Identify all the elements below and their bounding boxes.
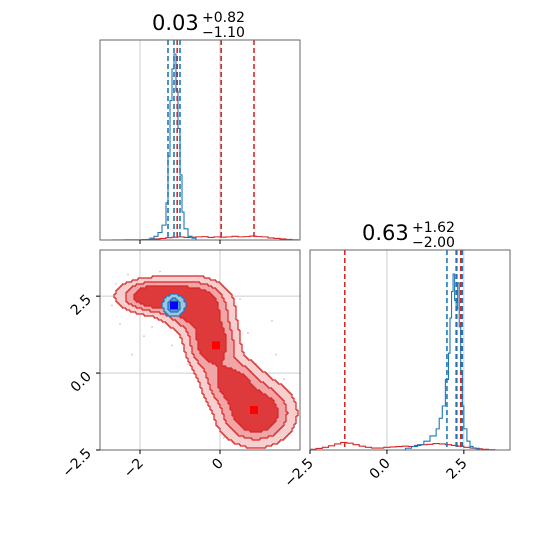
title-p3-lower: −2.00 [412,235,455,251]
title-p3-upper: +1.62 [412,220,455,236]
ticks-p1 [139,240,221,244]
scatter-point-6 [131,353,133,356]
title-p3: 0.63 [362,221,409,245]
hist-series-1 [404,273,480,450]
marker-1 [212,341,220,350]
panel-joint: −2 0 −2.5 0.0 2.5 [59,249,301,482]
ticks-p3: −2.5 0.0 2.5 [281,450,471,491]
scatter-point-1 [119,322,121,325]
frame-p2 [99,249,301,451]
contour-p2 [111,270,299,449]
hist-p3 [310,250,496,450]
panel-top-marginal: 0.03 +0.82 −1.10 [99,10,301,244]
scatter-point-17 [111,304,113,307]
scatter-point-18 [171,344,173,347]
title-p1-upper: +0.82 [202,10,245,26]
scatter-point-13 [223,436,225,439]
frame-p3 [309,249,511,451]
blue-contour-line-1 [161,293,187,317]
blue-contour-line-2 [167,297,181,313]
scatter-point-0 [127,273,129,276]
panel-right-marginal: −2.5 0.0 2.5 0.63 +1.62 −2.00 [281,220,511,491]
scatter-point-19 [239,298,241,301]
scatter-point-4 [159,270,161,273]
tick-label-x-0: −2.5 [281,456,316,491]
title-p1-lower: −1.10 [202,25,245,41]
tick-label-x-2: 2.5 [444,456,471,483]
marker-2 [250,406,258,414]
scatter-point-3 [115,282,117,285]
tick-label-y-1: 0.0 [68,369,95,396]
tick-label-x-1: 0 [209,456,227,474]
red-contour-line-3 [133,285,279,433]
scatter-point-15 [187,362,189,365]
grid-p3 [309,250,465,450]
scatter-point-9 [275,353,277,356]
title-p3-value: 0.63 [362,221,409,245]
scatter-point-8 [247,332,249,334]
hist-series-0 [310,441,496,450]
scatter-point-2 [143,335,145,338]
tick-label-y-2: 2.5 [68,292,95,319]
red-contour-line-2 [125,281,289,441]
scatter-point-7 [151,326,153,328]
hist-series-1 [149,53,197,240]
red-contour-line-1 [113,275,299,449]
tick-label-y-0: −2.5 [59,446,94,481]
scatter-point-16 [271,319,273,322]
grid-p1 [139,40,221,240]
marker-0 [170,301,178,310]
frame-p1 [99,39,301,241]
scatter-point-11 [283,378,285,381]
title-p1-value: 0.03 [152,11,199,35]
tick-label-x-0: −2 [121,456,147,482]
tick-label-x-1: 0.0 [367,456,394,483]
title-p1: 0.03 [152,11,199,35]
